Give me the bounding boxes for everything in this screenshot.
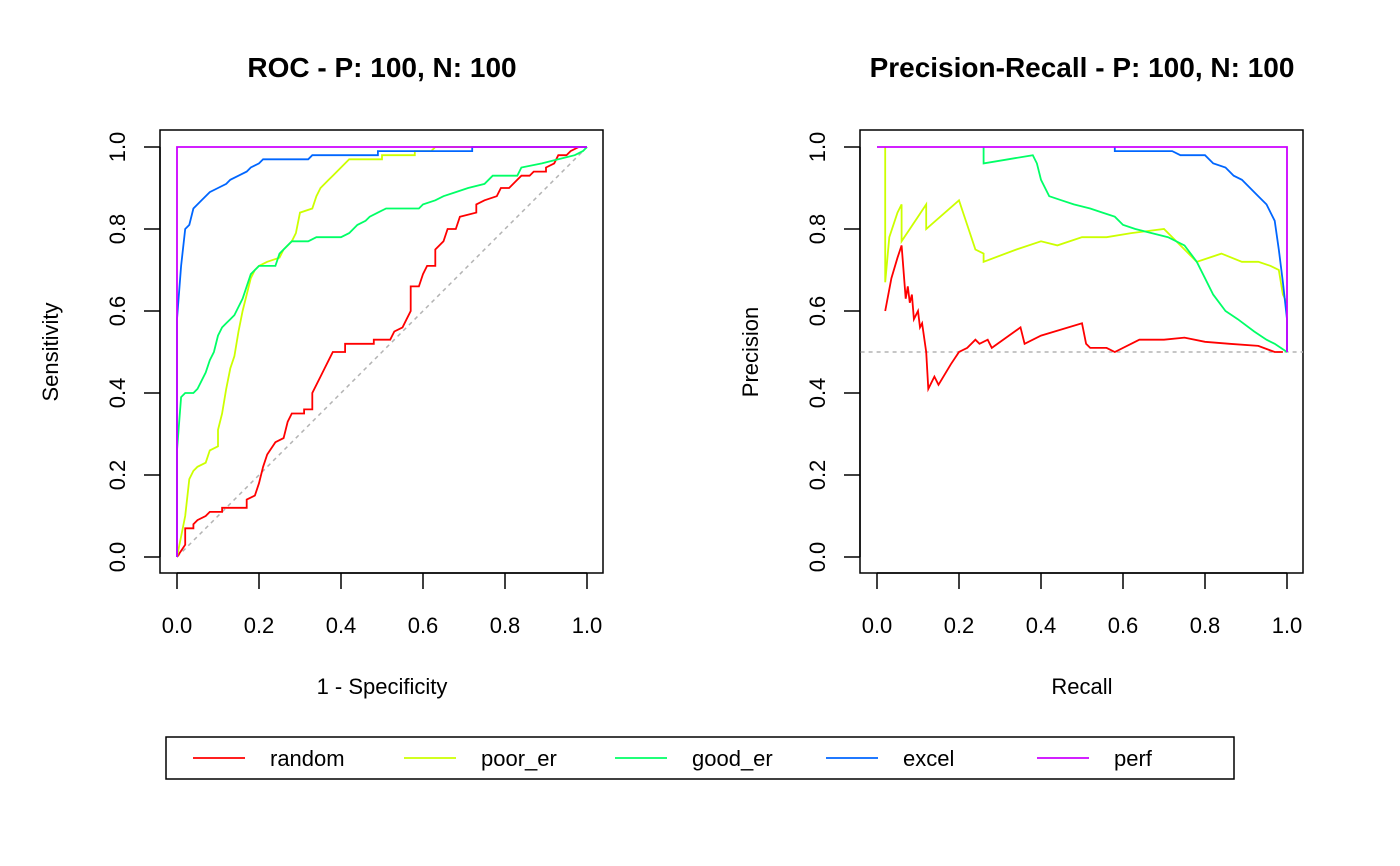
roc-x-tick: 0.0	[162, 573, 193, 638]
pr-x-ticks: 0.0 0.2 0.4 0.6 0.8 1.0	[862, 572, 1303, 638]
pr-y-ticks: 0.0 0.2 0.4 0.6 0.8 1.0	[805, 132, 861, 573]
legend-entry-random: random	[193, 746, 345, 771]
roc-y-tick: 0.0	[105, 542, 160, 573]
pr-xlabel: Recall	[1051, 674, 1112, 699]
pr-x-tick: 0.0	[862, 573, 893, 638]
pr-series-good_er	[982, 147, 1288, 353]
pr-x-tick-label: 1.0	[1272, 613, 1303, 638]
roc-y-ticks: 0.0 0.2 0.4 0.6 0.8 1.0	[105, 132, 161, 573]
pr-y-tick: 0.0	[805, 542, 860, 573]
roc-series-excel	[176, 146, 587, 557]
roc-series-good_er	[176, 146, 588, 557]
roc-series-random	[176, 146, 587, 558]
pr-x-tick-label: 0.2	[944, 613, 975, 638]
pr-series-group	[860, 146, 1303, 393]
pr-title: Precision-Recall - P: 100, N: 100	[870, 52, 1295, 83]
roc-y-tick-label: 0.0	[105, 542, 130, 573]
legend-entry-poor_er: poor_er	[404, 746, 557, 771]
legend-entry-good_er: good_er	[615, 746, 773, 771]
roc-y-tick: 0.8	[105, 214, 160, 245]
pr-y-tick: 0.4	[805, 378, 860, 409]
roc-x-tick-label: 0.0	[162, 613, 193, 638]
pr-x-tick-label: 0.6	[1108, 613, 1139, 638]
pr-x-tick-label: 0.8	[1190, 613, 1221, 638]
roc-panel: ROC - P: 100, N: 100 1 - Specificity Sen…	[38, 52, 604, 699]
roc-x-tick: 0.2	[244, 573, 275, 638]
roc-x-tick: 0.4	[326, 573, 357, 638]
pr-series-random	[884, 245, 1283, 393]
roc-title: ROC - P: 100, N: 100	[247, 52, 516, 83]
roc-x-tick-label: 1.0	[572, 613, 603, 638]
pr-panel: Precision-Recall - P: 100, N: 100 Recall…	[738, 52, 1304, 699]
roc-x-tick-label: 0.6	[408, 613, 439, 638]
roc-y-tick-label: 0.6	[105, 296, 130, 327]
pr-y-tick-label: 0.8	[805, 214, 830, 245]
roc-x-tick: 0.8	[490, 573, 521, 638]
pr-ylabel: Precision	[738, 307, 763, 397]
legend-entry-excel: excel	[826, 746, 954, 771]
pr-series-excel	[1113, 147, 1288, 352]
roc-x-tick: 0.6	[408, 573, 439, 638]
roc-y-tick: 0.4	[105, 378, 160, 409]
pr-series-poor_er	[884, 147, 1288, 304]
pr-y-tick: 0.8	[805, 214, 860, 245]
pr-y-tick-label: 0.2	[805, 460, 830, 491]
roc-y-tick: 0.2	[105, 460, 160, 491]
roc-x-tick-label: 0.8	[490, 613, 521, 638]
pr-y-tick: 0.6	[805, 296, 860, 327]
pr-y-tick-label: 0.0	[805, 542, 830, 573]
legend: random poor_er good_er excel perf	[165, 736, 1235, 780]
legend-box	[165, 736, 1235, 780]
roc-x-tick: 1.0	[572, 573, 603, 638]
roc-y-tick-label: 0.4	[105, 378, 130, 409]
roc-y-tick: 0.6	[105, 296, 160, 327]
legend-label-excel: excel	[903, 746, 954, 771]
roc-y-tick-label: 0.2	[105, 460, 130, 491]
roc-x-tick-label: 0.2	[244, 613, 275, 638]
pr-y-tick-label: 1.0	[805, 132, 830, 163]
legend-label-perf: perf	[1114, 746, 1153, 771]
pr-x-tick: 0.6	[1108, 573, 1139, 638]
roc-x-ticks: 0.0 0.2 0.4 0.6 0.8 1.0	[162, 572, 603, 638]
roc-series-perf	[176, 146, 587, 557]
pr-y-tick-label: 0.4	[805, 378, 830, 409]
roc-y-tick: 1.0	[105, 132, 160, 163]
legend-label-random: random	[270, 746, 345, 771]
roc-y-tick-label: 1.0	[105, 132, 130, 163]
pr-x-tick: 1.0	[1272, 573, 1303, 638]
pr-y-tick: 1.0	[805, 132, 860, 163]
legend-entry-perf: perf	[1037, 746, 1153, 771]
pr-x-tick: 0.8	[1190, 573, 1221, 638]
legend-label-poor_er: poor_er	[481, 746, 557, 771]
roc-xlabel: 1 - Specificity	[317, 674, 448, 699]
pr-y-tick-label: 0.6	[805, 296, 830, 327]
roc-ylabel: Sensitivity	[38, 302, 63, 401]
pr-x-tick: 0.2	[944, 573, 975, 638]
pr-series-perf	[877, 146, 1288, 352]
legend-label-good_er: good_er	[692, 746, 773, 771]
pr-y-tick: 0.2	[805, 460, 860, 491]
roc-series-group	[176, 146, 588, 558]
pr-x-tick-label: 0.4	[1026, 613, 1057, 638]
pr-x-tick-label: 0.0	[862, 613, 893, 638]
roc-y-tick-label: 0.8	[105, 214, 130, 245]
roc-x-tick-label: 0.4	[326, 613, 357, 638]
pr-x-tick: 0.4	[1026, 573, 1057, 638]
roc-baseline	[176, 146, 588, 558]
roc-series-poor_er	[176, 146, 587, 558]
